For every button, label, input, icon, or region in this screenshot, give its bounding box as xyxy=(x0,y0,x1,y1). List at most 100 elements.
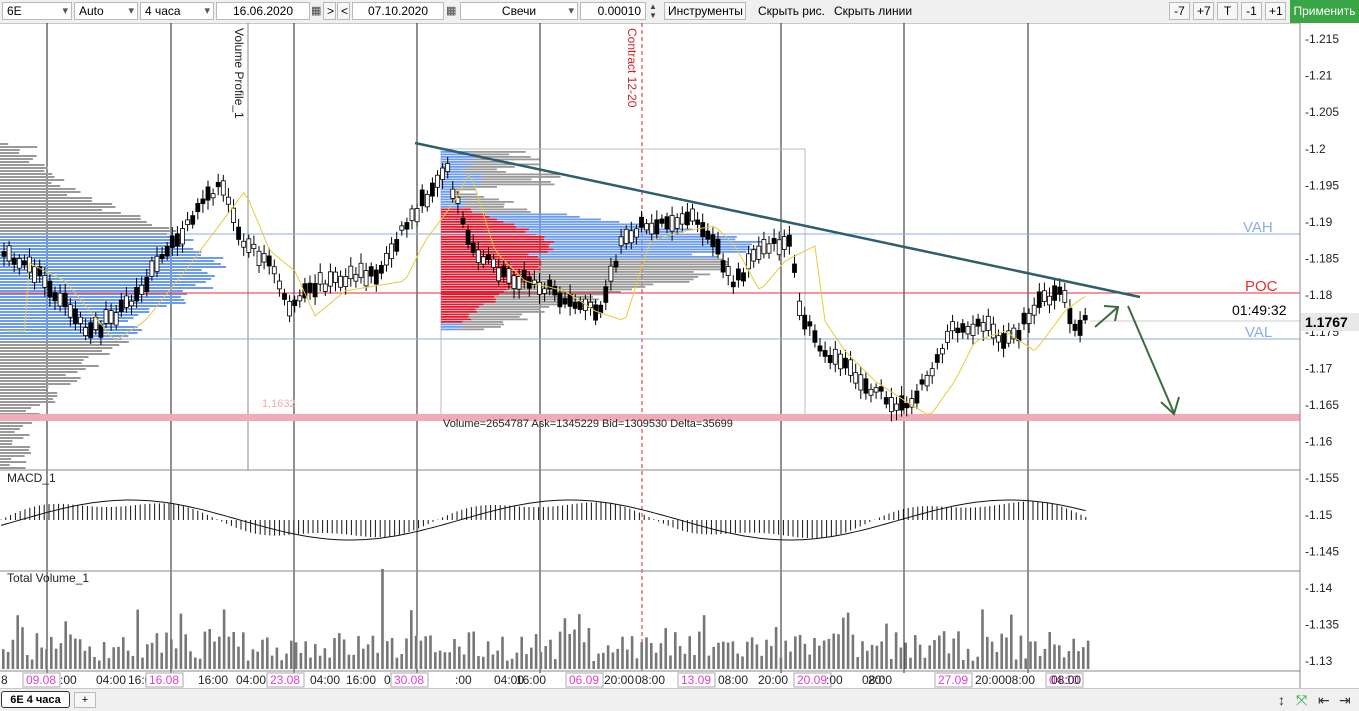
profile-bar xyxy=(0,422,33,424)
hide-drawings-button[interactable]: Скрыть рис. xyxy=(758,4,826,18)
plus7-button[interactable]: +7 xyxy=(1193,2,1214,20)
volume-bar xyxy=(712,646,715,669)
last-price-badge xyxy=(1301,313,1359,331)
nav-next-button[interactable]: > xyxy=(323,2,336,20)
minus1-button[interactable]: -1 xyxy=(1241,2,1262,20)
profile-bar xyxy=(0,425,23,427)
time-tick-label: 23.08 xyxy=(270,673,300,687)
volume-bar xyxy=(750,637,754,669)
profile-bar xyxy=(0,299,185,301)
profile-bar xyxy=(0,428,20,430)
profile-bar xyxy=(0,281,206,283)
profile-bar xyxy=(462,206,504,208)
profile-bar xyxy=(441,161,465,163)
price-axis[interactable] xyxy=(1300,23,1359,688)
profile-bar xyxy=(0,164,45,166)
candle-body xyxy=(914,390,920,404)
candle-body xyxy=(480,256,486,265)
date-from-input[interactable]: 16.06.2020 xyxy=(216,2,310,20)
profile-bar xyxy=(441,273,536,276)
profile-bar xyxy=(0,149,20,151)
volume-bar xyxy=(947,653,951,669)
spinner-icon[interactable]: ▲ ▼ xyxy=(649,2,657,20)
candle-body xyxy=(919,379,925,385)
volume-bar xyxy=(880,641,883,669)
price-tick-label: -1.14 xyxy=(1305,581,1333,595)
volume-bar xyxy=(213,641,216,669)
profile-bar xyxy=(471,318,528,321)
minus7-button[interactable]: -7 xyxy=(1169,2,1190,20)
candle-body xyxy=(47,280,53,298)
fullscreen-icon[interactable]: ⤧ xyxy=(1296,692,1308,708)
profile-bar xyxy=(441,223,515,226)
calendar-icon[interactable]: ▦ xyxy=(311,5,322,17)
volume-bar xyxy=(592,660,595,669)
profile-bar xyxy=(0,176,55,178)
t-button[interactable]: T xyxy=(1217,2,1238,20)
instruments-button[interactable]: Инструменты xyxy=(664,2,746,20)
resize-vertical-icon[interactable]: ↕ xyxy=(1278,692,1285,708)
nav-prev-button[interactable]: < xyxy=(337,2,350,20)
time-tick-label: 06.09 xyxy=(569,673,599,687)
calendar-icon[interactable]: ▦ xyxy=(446,5,457,17)
candle-body xyxy=(1031,304,1037,316)
candle-body xyxy=(868,388,874,396)
symbol-select[interactable]: 6E xyxy=(2,2,72,20)
profile-bar xyxy=(441,291,504,293)
profile-bar xyxy=(0,401,56,403)
tick-size-input[interactable]: 0.00010 xyxy=(580,2,646,20)
time-tick-label: 16:00 xyxy=(198,673,228,687)
profile-bar xyxy=(0,248,194,250)
candle-body xyxy=(394,239,400,252)
volume-bar xyxy=(486,641,490,669)
profile-bar xyxy=(441,321,463,323)
scale-select[interactable]: Auto xyxy=(74,2,138,20)
candle-body xyxy=(577,301,583,310)
profile-bar xyxy=(441,246,550,248)
scroll-end-icon[interactable]: ⇥ xyxy=(1339,692,1351,708)
profile-bar xyxy=(0,146,38,148)
candle-body xyxy=(266,255,272,267)
volume-bar xyxy=(573,629,576,669)
profile-bar xyxy=(441,323,464,326)
volume-bar xyxy=(11,639,15,669)
candle-body xyxy=(838,353,843,370)
timeframe-select[interactable]: 4 часа xyxy=(140,2,214,20)
candle-body xyxy=(98,324,104,338)
volume-bar xyxy=(290,640,293,669)
chart-tab[interactable]: 6E 4 часа xyxy=(1,691,70,708)
candle-body xyxy=(761,239,767,255)
candle-body xyxy=(766,243,772,254)
candle-body xyxy=(552,285,558,296)
candle-body xyxy=(440,167,446,180)
volume-bar xyxy=(342,639,346,669)
profile-bar xyxy=(441,268,541,271)
apply-button[interactable]: Применить xyxy=(1290,0,1359,23)
macd-histogram xyxy=(0,501,1087,539)
candle-body xyxy=(710,234,716,248)
volume-bar xyxy=(246,660,250,669)
support-band xyxy=(0,414,1300,421)
hide-lines-button[interactable]: Скрыть линии xyxy=(834,4,913,18)
profile-bar xyxy=(0,260,215,262)
candle-body xyxy=(1021,312,1027,325)
profile-bar xyxy=(0,278,212,280)
profile-bar xyxy=(441,156,473,158)
scroll-start-icon[interactable]: ⇤ xyxy=(1318,692,1330,708)
plus1-button[interactable]: +1 xyxy=(1265,2,1286,20)
candle-body xyxy=(465,230,471,245)
volume-bar xyxy=(203,631,207,669)
candle-body xyxy=(985,315,991,331)
candle-body xyxy=(343,276,349,288)
profile-bar xyxy=(461,198,500,201)
candle-body xyxy=(685,211,690,226)
volume-bar xyxy=(630,636,634,669)
add-tab-button[interactable]: + xyxy=(74,692,96,708)
candle-body xyxy=(501,265,507,277)
profile-bar xyxy=(0,332,138,334)
candle-body xyxy=(241,240,247,248)
date-to-input[interactable]: 07.10.2020 xyxy=(352,2,444,20)
price-chart[interactable]: Contract 12-20 Volume Profile_1 1,1632 V… xyxy=(0,23,1359,688)
chart-type-select[interactable]: Свечи xyxy=(460,2,578,20)
